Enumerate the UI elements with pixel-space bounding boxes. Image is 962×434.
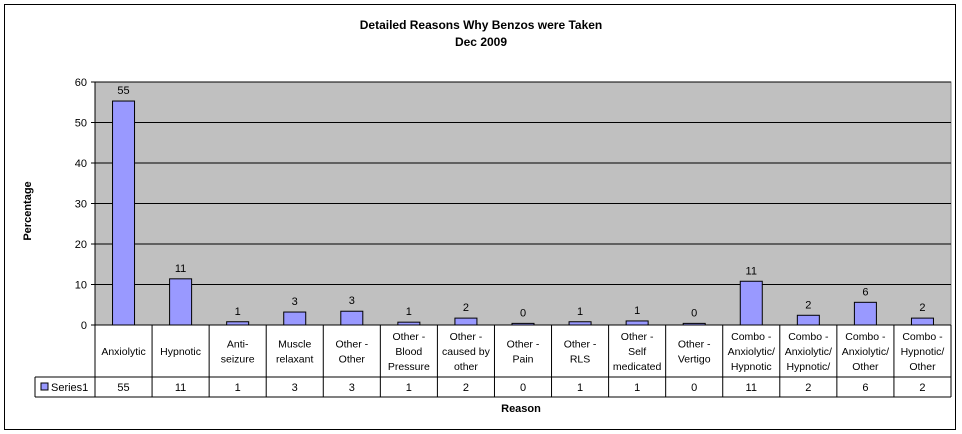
bar <box>112 100 136 326</box>
table-value-cell: 0 <box>691 382 697 394</box>
category-label: Other -Blood Pressure <box>388 331 430 373</box>
category-label: Other -Vertigo <box>678 339 711 366</box>
category-label: Combo -Anxiolytic/Hypnotic <box>728 331 775 373</box>
x-axis-title: Reason <box>501 403 541 415</box>
bar <box>340 310 364 326</box>
bar <box>910 317 934 326</box>
data-label: 1 <box>235 306 241 318</box>
table-value-cell: 2 <box>919 382 925 394</box>
chart-frame: Detailed Reasons Why Benzos were Taken D… <box>4 4 956 430</box>
data-label: 0 <box>691 307 697 319</box>
y-axis-title: Percentage <box>22 181 34 240</box>
category-label: Muscle relaxant <box>276 339 313 366</box>
table-value-cell: 3 <box>349 382 355 394</box>
data-label: 1 <box>577 306 583 318</box>
bar <box>169 278 193 326</box>
data-label: 11 <box>746 265 757 277</box>
data-label: 1 <box>406 306 412 318</box>
table-value-cell: 1 <box>634 382 640 394</box>
table-value-cell: 55 <box>117 382 129 394</box>
table-value-cell: 1 <box>235 382 241 394</box>
benzos-reasons-bar-chart: Detailed Reasons Why Benzos were Taken D… <box>22 18 952 415</box>
table-value-cell: 0 <box>520 382 526 394</box>
data-label: 1 <box>634 305 640 317</box>
table-value-cell: 2 <box>805 382 811 394</box>
y-tick-label: 10 <box>75 280 87 292</box>
data-label: 3 <box>349 295 355 307</box>
table-value-cell: 3 <box>292 382 298 394</box>
data-label: 3 <box>292 296 298 308</box>
category-label: Combo -Hypnotic/Other <box>901 331 945 373</box>
y-tick-label: 20 <box>75 239 87 251</box>
y-tick-label: 50 <box>75 118 87 130</box>
legend-swatch <box>40 382 49 391</box>
bar <box>796 314 820 326</box>
table-value-cell: 11 <box>746 382 757 394</box>
table-value-cell: 2 <box>463 382 469 394</box>
category-label: Combo -Anxiolytic/Other <box>842 331 889 373</box>
data-label: 55 <box>117 85 129 97</box>
category-label: Other -RLS <box>564 339 597 366</box>
data-label: 2 <box>919 302 925 314</box>
table-value-cell: 1 <box>406 382 412 394</box>
y-tick-label: 40 <box>75 158 87 170</box>
legend-series-name: Series1 <box>51 382 88 394</box>
y-tick-label: 30 <box>75 199 87 211</box>
category-label: Anti-seizure <box>221 339 255 366</box>
table-value-cell: 6 <box>862 382 868 394</box>
bar <box>625 320 649 326</box>
data-label: 2 <box>805 299 811 311</box>
bar <box>283 311 307 326</box>
chart-subtitle: Dec 2009 <box>455 35 507 49</box>
data-label: 6 <box>862 286 868 298</box>
bar <box>454 317 478 326</box>
category-label: Combo -Anxiolytic/Hypnotic/ <box>785 331 832 373</box>
category-label: Other -Self medicated <box>613 331 662 373</box>
y-tick-label: 60 <box>75 77 87 89</box>
chart-title: Detailed Reasons Why Benzos were Taken <box>360 18 603 32</box>
bar <box>739 280 763 326</box>
data-label: 0 <box>520 307 526 319</box>
data-label: 11 <box>175 263 186 275</box>
table-value-cell: 11 <box>175 382 186 394</box>
category-label: Hypnotic <box>160 346 201 358</box>
table-value-cell: 1 <box>577 382 583 394</box>
y-tick-label: 0 <box>81 320 87 332</box>
category-label: Other -caused by other <box>442 331 491 373</box>
category-label: Other -Pain <box>507 339 540 366</box>
bar <box>853 301 877 326</box>
category-label: Other -Other <box>335 339 368 366</box>
data-label: 2 <box>463 302 469 314</box>
category-label: Anxiolytic <box>101 346 145 358</box>
